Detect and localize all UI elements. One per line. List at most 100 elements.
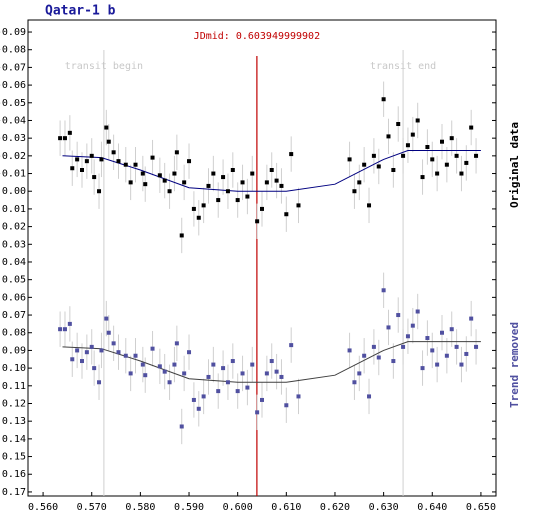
data-point [279,374,284,379]
data-point [296,394,301,399]
data-point [111,341,116,346]
data-point [410,323,415,328]
y-tick-label: 0.10 [2,363,26,374]
data-point [225,380,230,385]
data-point [415,118,420,123]
data-point [70,166,75,171]
data-point [128,371,133,376]
y-tick-label: 0.07 [2,310,26,321]
y-tick-label: -0.08 [0,45,26,56]
data-point [469,316,474,321]
data-point [274,369,279,374]
data-point [99,348,104,353]
data-point [235,389,240,394]
y-tick-label: 0.01 [2,204,26,215]
data-point [425,145,430,150]
data-point [459,171,464,176]
marker-label: transit end [370,61,436,72]
data-point [75,157,80,162]
marker-label: JDmid: 0.603949999902 [194,31,320,42]
data-point [172,362,177,367]
x-tick-label: 0.560 [28,502,58,513]
x-tick-label: 0.650 [466,502,496,513]
model-line [62,341,481,383]
data-point [367,203,372,208]
data-point [420,366,425,371]
data-point [84,350,89,355]
data-point [250,362,255,367]
data-point [99,157,104,162]
data-point [187,159,192,164]
data-point [284,212,289,217]
data-point [150,346,155,351]
data-point [123,162,128,167]
data-point [150,155,155,160]
data-point [179,424,184,429]
data-point [381,288,386,293]
y-tick-label: 0.13 [2,416,26,427]
y-tick-label: -0.04 [0,115,26,126]
data-point [97,380,102,385]
data-point [143,182,148,187]
data-point [235,198,240,203]
data-point [376,164,381,169]
data-point [376,355,381,360]
data-point [245,194,250,199]
data-point [162,369,167,374]
y-tick-label: 0.00 [2,186,26,197]
data-point [381,97,386,102]
data-point [62,327,67,332]
data-point [289,343,294,348]
data-point [401,153,406,158]
y-tick-label: 0.16 [2,469,26,480]
y-tick-label: -0.07 [0,62,26,73]
data-point [70,357,75,362]
data-point [250,171,255,176]
data-point [92,175,97,180]
data-point [216,198,221,203]
data-point [191,397,196,402]
data-point [111,150,116,155]
data-point [116,159,121,164]
data-point [133,162,138,167]
data-point [225,189,230,194]
data-point [362,162,367,167]
data-point [405,334,410,339]
data-point [449,327,454,332]
data-point [230,359,235,364]
data-point [464,160,469,165]
data-point [89,344,94,349]
data-point [396,313,401,318]
data-point [211,362,216,367]
data-point [167,380,172,385]
y-tick-label: 0.11 [2,381,26,392]
data-point [196,406,201,411]
data-point [391,167,396,172]
data-point [201,203,206,208]
data-point [67,130,72,135]
data-point [435,171,440,176]
data-point [58,136,63,141]
data-point [474,344,479,349]
data-point [454,344,459,349]
y-tick-label: 0.04 [2,257,26,268]
data-point [206,183,211,188]
x-tick-label: 0.590 [174,502,204,513]
data-point [62,136,67,141]
data-point [206,374,211,379]
data-point [367,394,372,399]
y-tick-label: 0.05 [2,275,26,286]
data-point [167,189,172,194]
data-point [143,373,148,378]
data-point [174,341,179,346]
y-tick-label: 0.06 [2,292,26,303]
data-point [106,139,111,144]
data-point [449,136,454,141]
data-point [75,348,80,353]
data-point [89,153,94,158]
y-tick-label: -0.01 [0,169,26,180]
data-point [116,350,121,355]
y-tick-label: 0.08 [2,328,26,339]
data-point [362,353,367,358]
